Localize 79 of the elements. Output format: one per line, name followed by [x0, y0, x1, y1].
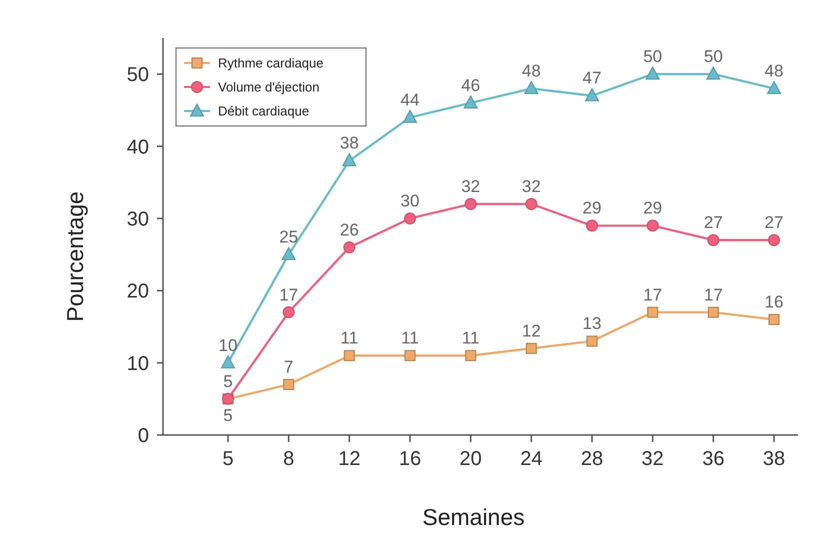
y-tick-label: 50 [126, 64, 149, 86]
data-label: 38 [340, 134, 359, 153]
x-tick-label: 12 [338, 448, 360, 470]
x-tick-label: 32 [642, 448, 664, 470]
x-tick-label: 36 [702, 448, 724, 470]
data-label: 11 [401, 328, 419, 348]
point [344, 350, 355, 362]
data-label: 10 [218, 336, 238, 355]
x-tick-label: 24 [520, 448, 542, 470]
point [282, 306, 295, 318]
x-tick-label: 16 [398, 448, 422, 470]
data-label: 48 [764, 62, 784, 81]
data-label: 11 [340, 328, 358, 348]
y-tick-label: 0 [138, 425, 149, 447]
x-axis-title: Semaines [422, 504, 525, 530]
data-label: 11 [462, 328, 480, 348]
data-label: 44 [400, 90, 420, 110]
point [525, 198, 538, 210]
x-tick-label: 20 [460, 448, 482, 470]
data-label: 48 [522, 62, 541, 81]
legend-label: Rythme cardiaque [218, 56, 324, 71]
point [465, 350, 476, 362]
legend-label: Volume d'éjection [218, 80, 320, 95]
data-label: 16 [764, 292, 784, 312]
point [767, 81, 781, 94]
point [343, 241, 356, 254]
point [586, 336, 598, 347]
point [282, 247, 296, 260]
point [708, 306, 719, 318]
point [283, 378, 294, 390]
data-label: 27 [704, 213, 723, 232]
data-label: 50 [704, 47, 723, 66]
point [403, 110, 417, 123]
point [524, 81, 538, 94]
point [585, 88, 599, 102]
y-tick-label: 30 [126, 208, 149, 230]
data-label: 50 [643, 47, 662, 66]
y-tick-label: 40 [126, 136, 149, 158]
x-tick-label: 8 [283, 448, 294, 470]
x-tick-label: 38 [762, 448, 786, 470]
data-label: 5 [223, 372, 233, 391]
point [768, 234, 780, 246]
point [768, 314, 780, 326]
data-label: 13 [582, 314, 602, 334]
data-label: 5 [223, 406, 233, 425]
data-label: 47 [582, 68, 602, 88]
point [404, 350, 416, 362]
y-tick-label: 20 [126, 280, 149, 303]
data-label: 27 [764, 213, 784, 232]
point [646, 220, 659, 232]
point [464, 95, 478, 108]
data-label: 30 [400, 191, 420, 210]
point [646, 66, 660, 80]
data-label: 32 [522, 177, 541, 196]
point [464, 198, 477, 210]
point [526, 342, 537, 354]
data-label: 25 [279, 228, 298, 247]
data-label: 17 [279, 285, 298, 304]
data-label: 7 [284, 357, 294, 376]
point [342, 153, 356, 166]
legend-label: Débit cardiaque [218, 104, 310, 119]
x-tick-label: 28 [580, 448, 604, 470]
point [647, 306, 658, 318]
data-label: 29 [643, 198, 662, 218]
point [221, 355, 235, 368]
point [707, 234, 720, 246]
point [404, 212, 416, 224]
x-tick-label: 5 [222, 448, 234, 470]
point [586, 220, 598, 232]
data-label: 12 [522, 321, 541, 340]
point [706, 66, 720, 80]
data-label: 26 [340, 220, 359, 240]
data-label: 29 [582, 198, 602, 218]
y-axis-title: Pourcentage [62, 191, 88, 322]
data-label: 17 [704, 285, 723, 304]
data-label: 32 [461, 177, 480, 196]
data-label: 46 [461, 76, 480, 95]
data-label: 17 [643, 285, 662, 304]
y-tick-label: 10 [126, 352, 149, 375]
